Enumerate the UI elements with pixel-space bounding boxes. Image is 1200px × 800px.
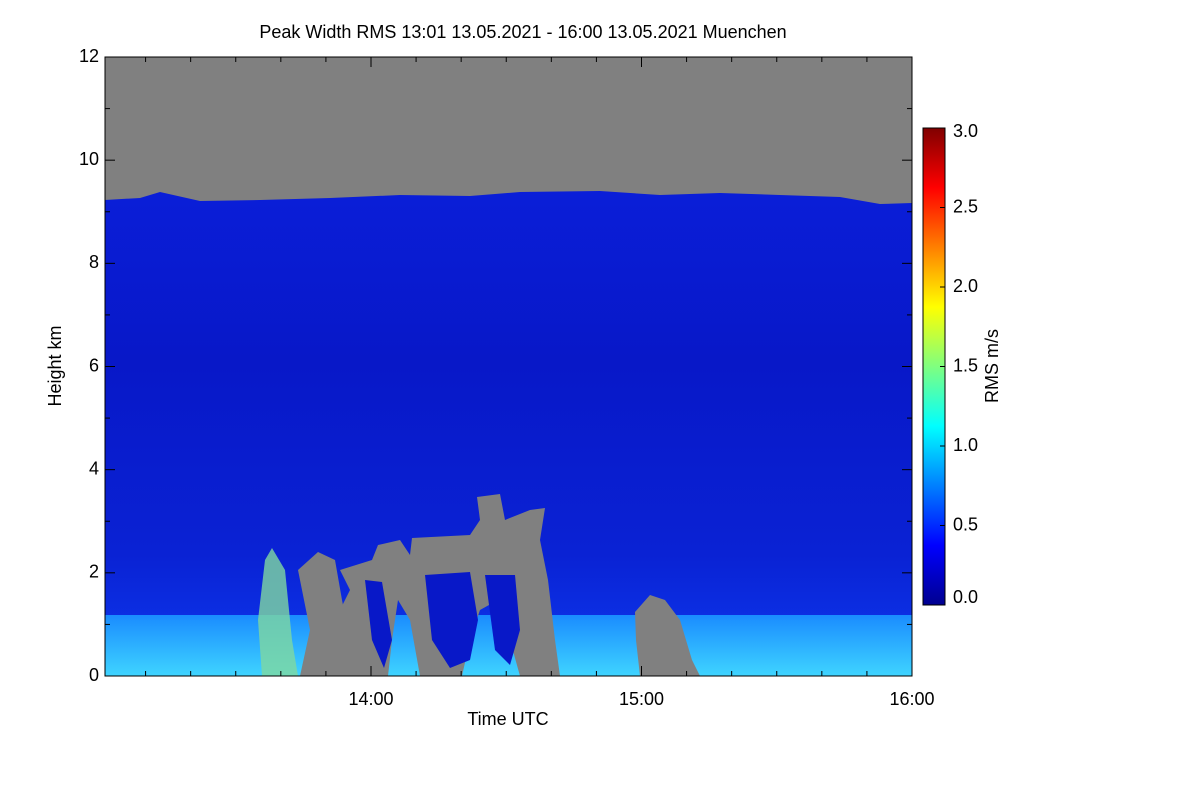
x-tick-label: 15:00 xyxy=(619,689,664,709)
colorbar-tick-label: 0.5 xyxy=(953,514,978,534)
colorbar-tick-label: 2.5 xyxy=(953,196,978,216)
y-tick-label: 10 xyxy=(79,149,99,169)
x-tick-label: 14:00 xyxy=(348,689,393,709)
y-tick-label: 6 xyxy=(89,355,99,375)
y-tick-label: 4 xyxy=(89,458,99,478)
y-tick-label: 2 xyxy=(89,562,99,582)
colorbar-tick-label: 2.0 xyxy=(953,276,978,296)
heatmap-field xyxy=(105,57,912,676)
signal-area xyxy=(105,191,912,676)
colorbar-tick-label: 0.0 xyxy=(953,587,978,607)
signal-streak xyxy=(485,575,520,665)
colorbar-tick-label: 1.0 xyxy=(953,435,978,455)
chart-title: Peak Width RMS 13:01 13.05.2021 - 16:00 … xyxy=(259,22,786,42)
x-axis-label: Time UTC xyxy=(467,709,548,729)
colorbar-label: RMS m/s xyxy=(982,329,1002,403)
turbulent-plume xyxy=(258,548,298,676)
colorbar-tick-label: 1.5 xyxy=(953,355,978,375)
no-data-gap xyxy=(635,595,700,676)
signal-streak xyxy=(365,580,392,668)
x-tick-label: 16:00 xyxy=(889,689,934,709)
colorbar-tick-label: 3.0 xyxy=(953,121,978,141)
y-tick-label: 0 xyxy=(89,665,99,685)
y-tick-label: 12 xyxy=(79,46,99,66)
signal-streak xyxy=(425,572,478,668)
y-tick-label: 8 xyxy=(89,252,99,272)
y-axis-label: Height km xyxy=(45,325,65,406)
